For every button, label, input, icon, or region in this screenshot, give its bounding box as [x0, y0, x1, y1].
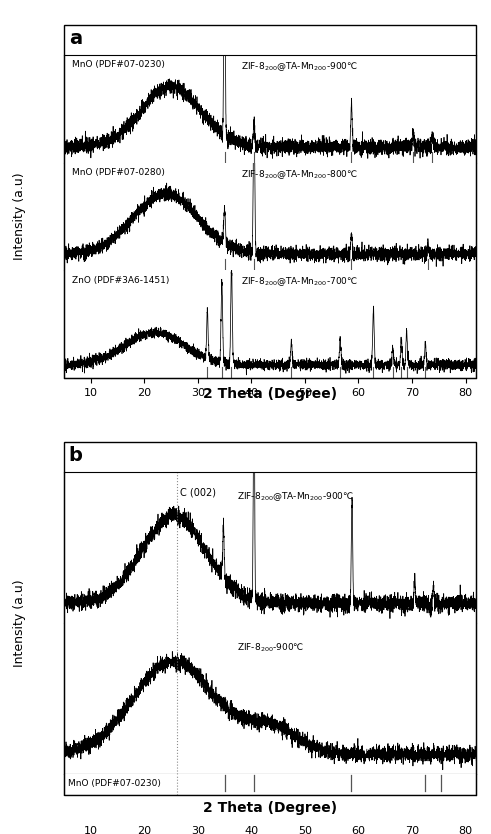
Text: ZIF-8$_{200}$-900℃: ZIF-8$_{200}$-900℃ — [237, 641, 304, 654]
Text: MnO (PDF#07-0230): MnO (PDF#07-0230) — [72, 60, 165, 69]
Text: ZIF-8$_{200}$@TA-Mn$_{200}$-700℃: ZIF-8$_{200}$@TA-Mn$_{200}$-700℃ — [241, 275, 358, 289]
Text: b: b — [69, 446, 82, 465]
Text: ZIF-8$_{200}$@TA-Mn$_{200}$-900℃: ZIF-8$_{200}$@TA-Mn$_{200}$-900℃ — [241, 60, 358, 73]
Text: ZnO (PDF#3A6-1451): ZnO (PDF#3A6-1451) — [72, 275, 169, 284]
Text: C (002): C (002) — [180, 488, 216, 498]
Text: ZIF-8$_{200}$@TA-Mn$_{200}$-900℃: ZIF-8$_{200}$@TA-Mn$_{200}$-900℃ — [237, 490, 354, 503]
Text: a: a — [69, 29, 82, 48]
Text: Intensity (a.u): Intensity (a.u) — [13, 580, 26, 667]
Text: 2 Theta (Degree): 2 Theta (Degree) — [203, 801, 337, 815]
Text: MnO (PDF#07-0230): MnO (PDF#07-0230) — [68, 779, 161, 788]
Text: ZIF-8$_{200}$@TA-Mn$_{200}$-800℃: ZIF-8$_{200}$@TA-Mn$_{200}$-800℃ — [241, 168, 358, 181]
Text: MnO (PDF#07-0280): MnO (PDF#07-0280) — [72, 168, 165, 177]
Text: 2 Theta (Degree): 2 Theta (Degree) — [203, 387, 337, 400]
Text: Intensity (a.u): Intensity (a.u) — [13, 173, 26, 260]
